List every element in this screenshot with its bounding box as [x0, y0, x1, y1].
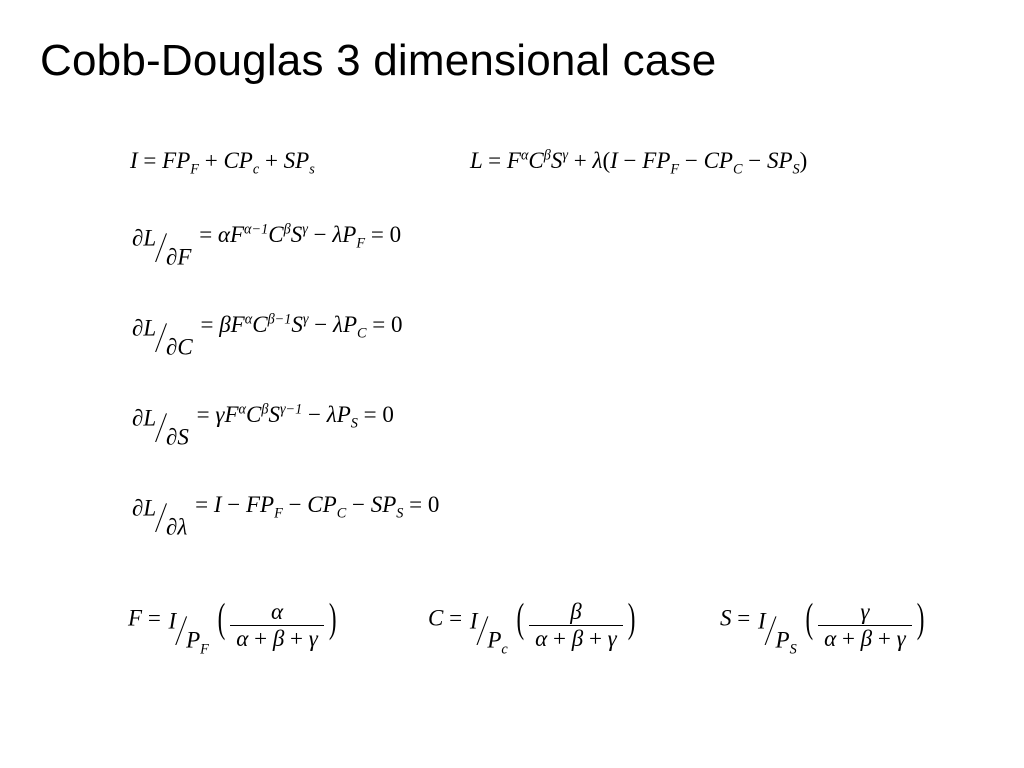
- eq-lagrangian: L = FαCβSγ + λ(I − FPF − CPC − SPS): [470, 148, 807, 174]
- eq-solution-C: C = I∕Pc ( β α + β + γ ): [428, 600, 636, 651]
- slide: Cobb-Douglas 3 dimensional case I = FPF …: [0, 0, 1024, 768]
- eq-dL-dlambda: ∂L∕∂λ = I − FPF − CPC − SPS = 0: [130, 492, 439, 531]
- slide-title: Cobb-Douglas 3 dimensional case: [40, 36, 716, 86]
- eq-budget: I = FPF + CPc + SPs: [130, 148, 315, 174]
- eq-solution-S: S = I∕PS ( γ α + β + γ ): [720, 600, 925, 651]
- eq-solution-F: F = I∕PF ( α α + β + γ ): [128, 600, 338, 651]
- eq-dL-dS: ∂L∕∂S = γFαCβSγ−1 − λPS = 0: [130, 402, 394, 441]
- eq-dL-dF: ∂L∕∂F = αFα−1CβSγ − λPF = 0: [130, 222, 401, 261]
- eq-dL-dC: ∂L∕∂C = βFαCβ−1Sγ − λPC = 0: [130, 312, 403, 351]
